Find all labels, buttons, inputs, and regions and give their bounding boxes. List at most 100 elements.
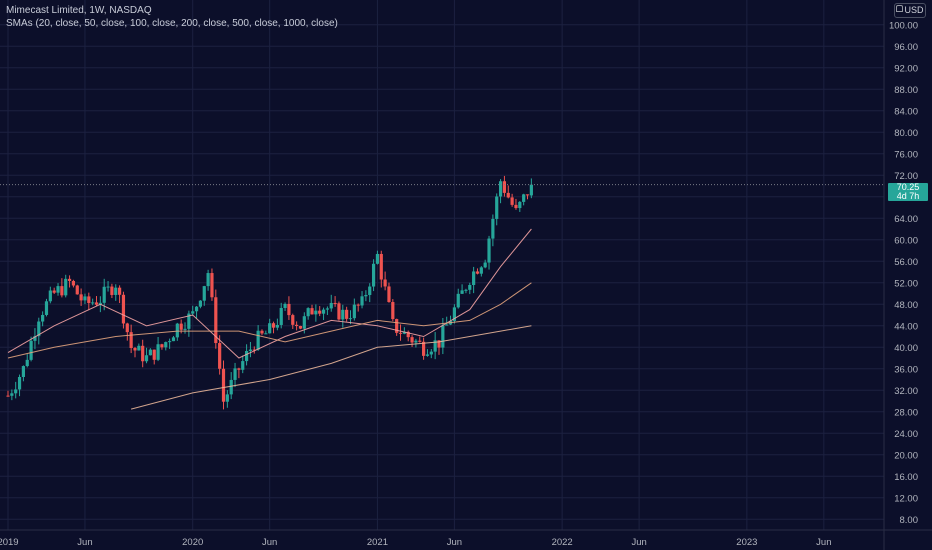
candle-body[interactable] [422,341,426,356]
candle-body[interactable] [391,302,395,320]
candle-body[interactable] [52,290,56,293]
candle-body[interactable] [187,313,191,329]
candle-body[interactable] [498,181,503,197]
candle-body[interactable] [525,194,530,196]
candle-body[interactable] [302,316,306,329]
candle-body[interactable] [341,309,345,320]
candle-body[interactable] [491,218,495,239]
candle-body[interactable] [94,302,99,305]
candle-body[interactable] [60,286,64,296]
candle-body[interactable] [152,349,156,360]
candle-body[interactable] [387,286,391,303]
candle-body[interactable] [271,323,276,328]
candle-body[interactable] [129,332,133,349]
currency-button[interactable]: USD [894,3,926,18]
candle-body[interactable] [248,349,253,352]
candle-body[interactable] [518,201,522,209]
candle-body[interactable] [360,296,364,306]
candle-body[interactable] [364,294,368,297]
candle-body[interactable] [194,306,199,312]
candle-body[interactable] [325,308,330,310]
candle-body[interactable] [472,271,476,285]
candle-body[interactable] [218,343,222,369]
candle-body[interactable] [495,196,499,219]
candle-body[interactable] [75,285,79,295]
candle-body[interactable] [456,293,460,308]
candle-body[interactable] [433,340,437,352]
candle-body[interactable] [6,395,10,397]
candle-body[interactable] [287,303,291,316]
candle-body[interactable] [67,278,72,281]
candle-body[interactable] [237,368,241,370]
candle-body[interactable] [233,368,237,380]
candle-body[interactable] [160,344,164,348]
candle-body[interactable] [33,336,37,341]
candle-body[interactable] [44,301,49,315]
candle-body[interactable] [260,330,264,334]
candle-body[interactable] [425,354,430,356]
candle-body[interactable] [348,318,353,320]
candle-body[interactable] [452,307,456,321]
candle-body[interactable] [102,286,106,303]
candle-body[interactable] [221,368,226,402]
candle-body[interactable] [148,349,152,356]
candle-body[interactable] [110,286,114,295]
candle-body[interactable] [144,355,149,362]
candle-body[interactable] [141,345,145,362]
candle-body[interactable] [164,342,168,348]
candle-body[interactable] [241,361,245,370]
candle-body[interactable] [210,273,214,298]
candle-body[interactable] [198,300,203,307]
candle-body[interactable] [56,286,60,293]
candle-body[interactable] [264,333,268,335]
candle-body[interactable] [306,308,310,317]
candle-body[interactable] [37,321,41,337]
candle-body[interactable] [333,302,337,304]
candle-body[interactable] [256,330,260,350]
candle-body[interactable] [429,351,433,355]
candle-body[interactable] [91,302,95,304]
candle-body[interactable] [202,286,206,301]
candle-body[interactable] [464,289,468,291]
candle-body[interactable] [410,337,414,343]
candle-body[interactable] [321,309,326,314]
candle-body[interactable] [487,238,491,263]
candle-body[interactable] [117,287,122,295]
candle-body[interactable] [479,267,483,274]
candle-body[interactable] [395,319,399,333]
candle-body[interactable] [191,311,195,314]
candle-body[interactable] [356,304,360,306]
candle-body[interactable] [171,337,176,342]
candle-body[interactable] [514,204,518,209]
candle-body[interactable] [506,192,510,198]
candle-body[interactable] [268,323,272,334]
candle-body[interactable] [437,340,441,348]
candle-body[interactable] [345,309,349,319]
candle-body[interactable] [352,304,356,319]
candle-body[interactable] [229,379,233,395]
candle-body[interactable] [318,310,322,314]
candle-body[interactable] [225,394,229,402]
candle-body[interactable] [64,278,68,296]
candle-body[interactable] [468,284,472,290]
candle-body[interactable] [175,323,179,338]
candle-body[interactable] [21,366,25,378]
candle-body[interactable] [133,348,137,351]
candle-body[interactable] [375,253,380,264]
candle-body[interactable] [179,323,183,330]
candle-body[interactable] [17,377,22,390]
candle-body[interactable] [379,253,383,280]
candle-body[interactable] [529,184,533,196]
candle-body[interactable] [79,294,83,301]
candle-body[interactable] [10,393,14,396]
candle-body[interactable] [310,308,314,315]
candle-body[interactable] [25,359,29,367]
candle-body[interactable] [114,287,118,295]
candle-body[interactable] [244,351,249,362]
candle-body[interactable] [295,324,299,327]
candle-body[interactable] [168,341,172,343]
candle-body[interactable] [406,331,410,338]
candle-body[interactable] [283,303,287,308]
candle-body[interactable] [510,197,514,205]
